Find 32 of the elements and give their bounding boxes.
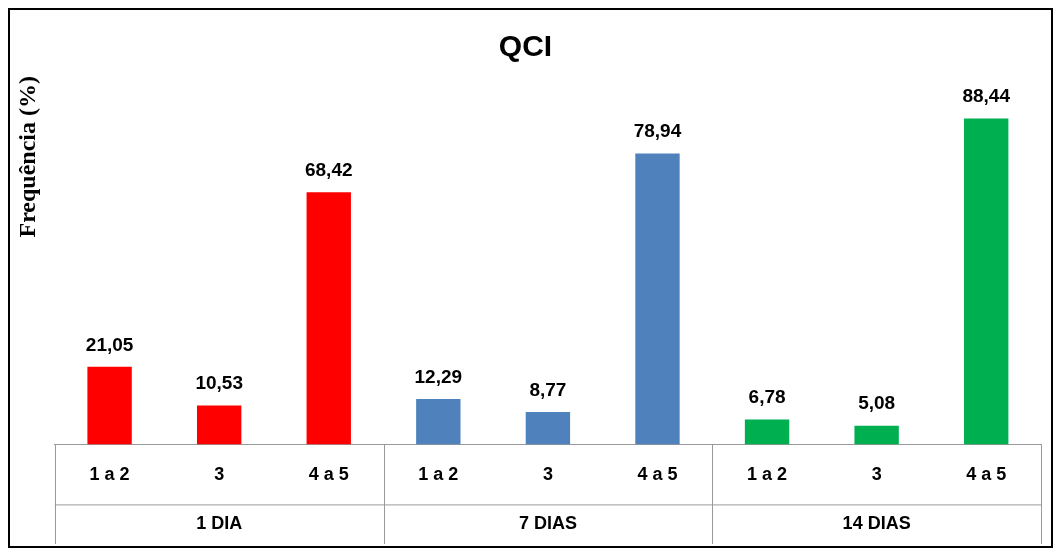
bar <box>854 425 899 445</box>
bar <box>306 192 351 445</box>
y-axis-title: Frequência (%) <box>13 76 40 238</box>
bar <box>416 399 461 445</box>
bar <box>87 366 132 445</box>
data-label: 12,29 <box>414 365 463 387</box>
x-tick-label: 4 a 5 <box>308 464 349 485</box>
data-label: 88,44 <box>962 85 1011 107</box>
text: 7 DIAS <box>518 513 577 534</box>
text: 14 DIAS <box>842 513 911 534</box>
bar <box>196 405 242 445</box>
x-tick-label: 3 <box>871 464 882 485</box>
x-tick-label: 4 a 5 <box>966 464 1007 485</box>
data-label: 21,05 <box>85 333 134 355</box>
bar <box>964 118 1009 445</box>
data-label: 68,42 <box>304 159 353 181</box>
text: 1 DIA <box>196 513 243 534</box>
x-tick-label: 1 a 2 <box>89 464 130 485</box>
data-label: 10,53 <box>195 372 243 394</box>
x-tick-label: 4 a 5 <box>637 464 678 485</box>
data-label: 8,77 <box>529 378 567 400</box>
data-label: 78,94 <box>633 120 682 142</box>
bar <box>744 419 790 445</box>
data-label: 6,78 <box>748 386 786 408</box>
data-label: 5,08 <box>858 392 896 414</box>
bar <box>635 153 680 445</box>
x-tick-label: 1 a 2 <box>747 464 788 485</box>
bar <box>525 412 571 445</box>
x-tick-label: 1 a 2 <box>418 464 459 485</box>
x-tick-label: 3 <box>214 464 225 485</box>
chart-title: QCI <box>498 29 553 63</box>
x-tick-label: 3 <box>542 464 553 485</box>
